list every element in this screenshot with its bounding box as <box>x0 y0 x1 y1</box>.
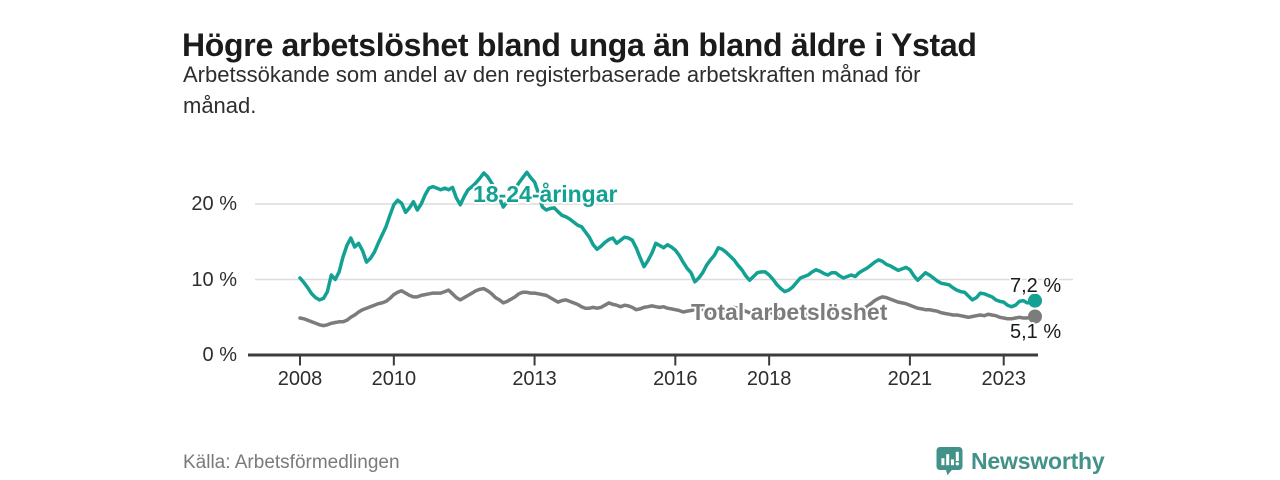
page-title: Högre arbetslöshet bland unga än bland ä… <box>182 27 977 64</box>
newsworthy-logo-icon <box>936 446 963 476</box>
series-line-total <box>298 286 1037 328</box>
newsworthy-logo: Newsworthy <box>936 446 1105 476</box>
chart-subtitle-line-1: Arbetssökande som andel av den registerb… <box>183 62 921 87</box>
end-value-label-18-24: 7,2 % <box>1010 275 1062 297</box>
end-dot-18-24 <box>1028 293 1042 308</box>
end-value-label-total: 5,1 % <box>1010 321 1062 343</box>
x-axis-tick-label-2010: 2010 <box>371 368 417 390</box>
x-axis-tick-label-2013: 2013 <box>512 368 557 390</box>
source-attribution: Källa: Arbetsförmedlingen <box>183 452 400 473</box>
y-axis-tick-label-20: 20 % <box>191 193 237 215</box>
y-axis-tick-label-0: 0 % <box>202 344 237 366</box>
end-dot-total <box>1028 309 1042 324</box>
newsworthy-logo-text: Newsworthy <box>971 447 1105 474</box>
chart-subtitle: Arbetssökande som andel av den registerb… <box>183 59 920 121</box>
x-axis-tick-label-2018: 2018 <box>746 368 792 390</box>
x-axis-tick-label-2021: 2021 <box>887 368 933 390</box>
x-axis-tick-label-2023: 2023 <box>981 368 1026 390</box>
x-axis-tick-label-2008: 2008 <box>277 368 323 390</box>
series-line-18-24 <box>298 170 1037 309</box>
x-axis-tick-label-2016: 2016 <box>653 368 698 390</box>
series-label-18-24-aringar: 18-24-åringar <box>473 181 618 207</box>
y-axis-tick-label-10: 10 % <box>191 268 237 291</box>
chart-subtitle-line-2: månad. <box>183 93 257 118</box>
series-label-total-arbetsloshet: Total arbetslöshet <box>691 299 888 325</box>
